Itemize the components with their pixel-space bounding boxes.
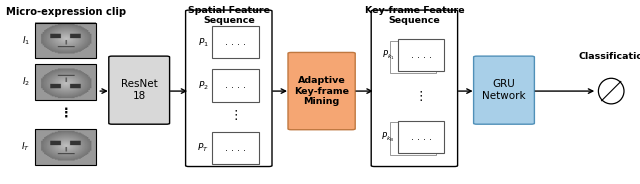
Bar (212, 26, 259, 59)
Text: $I_1$: $I_1$ (22, 34, 30, 47)
Text: ResNet
18: ResNet 18 (121, 79, 157, 101)
Bar (398, 39, 444, 71)
Text: $P_T$: $P_T$ (197, 142, 209, 154)
Bar (212, 132, 259, 164)
Text: $P_{k_N}$: $P_{k_N}$ (381, 130, 394, 144)
Text: ⋮: ⋮ (229, 109, 241, 121)
Text: $P_{k_1}$: $P_{k_1}$ (381, 48, 394, 62)
Text: $P_1$: $P_1$ (198, 36, 209, 49)
Text: Spatial Feature
Sequence: Spatial Feature Sequence (188, 6, 270, 25)
Text: Classification: Classification (579, 52, 640, 61)
Text: $I_T$: $I_T$ (21, 141, 30, 153)
FancyBboxPatch shape (474, 56, 534, 124)
Bar (390, 122, 436, 155)
Text: . . . .: . . . . (225, 144, 246, 153)
Bar (35, 64, 96, 100)
FancyBboxPatch shape (186, 10, 272, 167)
FancyBboxPatch shape (371, 10, 458, 167)
Text: ⋮: ⋮ (60, 107, 72, 120)
Text: Micro-expression clip: Micro-expression clip (6, 7, 125, 17)
Text: . . . .: . . . . (411, 51, 431, 60)
Text: Key-frame Feature
Sequence: Key-frame Feature Sequence (365, 6, 464, 25)
Bar (212, 69, 259, 102)
Bar (35, 23, 96, 59)
Text: . . . .: . . . . (225, 81, 246, 90)
Text: Adaptive
Key-frame
Mining: Adaptive Key-frame Mining (294, 76, 349, 106)
Text: GRU
Network: GRU Network (482, 79, 526, 101)
Text: $I_2$: $I_2$ (22, 76, 30, 88)
Text: ⋮: ⋮ (415, 90, 427, 103)
Text: . . . .: . . . . (411, 133, 431, 141)
FancyBboxPatch shape (109, 56, 170, 124)
Bar (390, 40, 436, 73)
Bar (35, 129, 96, 165)
FancyBboxPatch shape (288, 52, 355, 130)
Ellipse shape (598, 78, 624, 104)
Bar (398, 121, 444, 153)
Text: . . . .: . . . . (225, 38, 246, 47)
Text: $P_2$: $P_2$ (198, 79, 209, 92)
